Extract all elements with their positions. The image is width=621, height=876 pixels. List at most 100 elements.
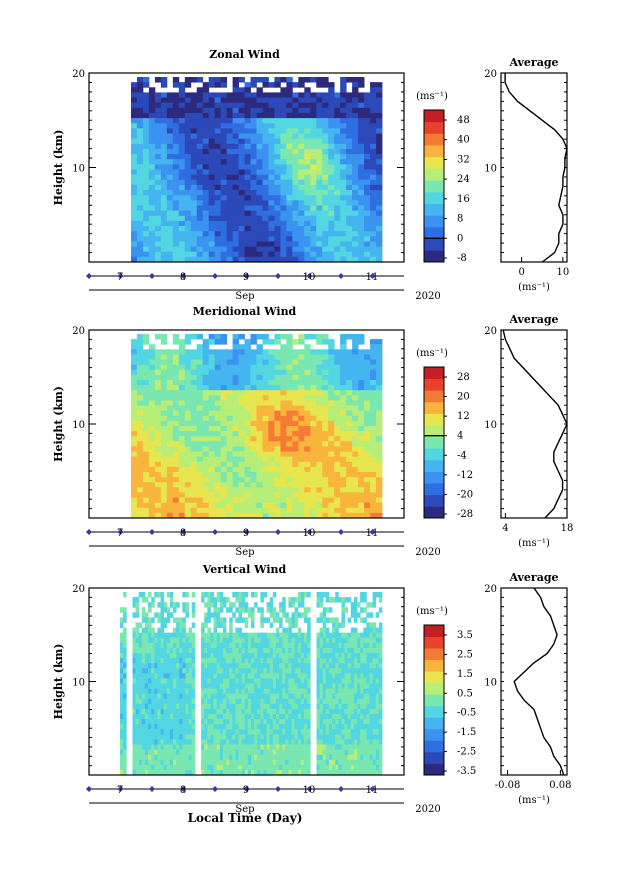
heatmap-cell	[275, 754, 280, 761]
heatmap-cell	[352, 420, 359, 427]
heatmap-cell	[334, 190, 341, 196]
heatmap-cell	[346, 236, 353, 242]
heatmap-cell	[142, 461, 150, 468]
heatmap-cell	[322, 441, 329, 447]
heatmap-cell	[220, 164, 228, 170]
heatmap-cell	[226, 436, 233, 442]
heatmap-cell	[340, 502, 347, 509]
heatmap-cell	[210, 602, 214, 608]
heatmap-cell	[220, 451, 228, 458]
heatmap-cell	[358, 102, 365, 109]
heatmap-cell	[160, 512, 168, 519]
heatmap-cell	[214, 410, 222, 417]
time-marker	[149, 529, 155, 535]
heatmap-cell	[208, 507, 216, 514]
heatmap-cell	[334, 359, 341, 366]
heatmap-cell	[166, 632, 171, 639]
heatmap-cell	[166, 405, 174, 412]
heatmap-cell	[260, 612, 264, 618]
heatmap-cell	[304, 226, 311, 232]
heatmap-cell	[184, 374, 192, 381]
heatmap-cell	[160, 451, 168, 458]
heatmap-cell	[176, 703, 180, 710]
heatmap-cell	[208, 364, 216, 371]
heatmap-cell	[310, 369, 317, 376]
heatmap-cell	[262, 482, 269, 488]
heatmap-cell	[244, 461, 251, 468]
heatmap-cell	[352, 246, 359, 253]
heatmap-cell	[188, 663, 193, 669]
heatmap-cell	[310, 169, 317, 176]
heatmap-cell	[274, 215, 281, 222]
heatmap-cell	[123, 617, 127, 623]
heatmap-cell	[190, 210, 198, 217]
heatmap-cell	[131, 426, 138, 432]
heatmap-cell	[254, 637, 258, 644]
heatmap-cell	[226, 502, 233, 509]
heatmap-cell	[262, 359, 269, 366]
heatmap-cell	[176, 719, 180, 725]
heatmap-cell	[220, 200, 228, 206]
heatmap-cell	[316, 231, 323, 237]
heatmap-cell	[173, 714, 177, 720]
x-tick-label: 11	[366, 528, 379, 539]
heatmap-cell	[340, 451, 347, 458]
heatmap-cell	[210, 612, 214, 618]
heatmap-cell	[157, 749, 161, 756]
heatmap-cell	[364, 497, 371, 504]
heatmap-cell	[190, 472, 198, 478]
heatmap-cell	[232, 344, 239, 350]
heatmap-cell	[190, 492, 198, 498]
heatmap-cell	[244, 466, 251, 473]
heatmap-cell	[262, 123, 269, 129]
heatmap-cell	[238, 612, 243, 618]
heatmap-cell	[190, 138, 198, 145]
heatmap-cell	[142, 256, 150, 263]
heatmap-cells	[131, 334, 383, 519]
heatmap-cell	[266, 663, 271, 669]
heatmap-cell	[214, 123, 222, 129]
heatmap-cell	[163, 673, 168, 679]
heatmap-cell	[166, 390, 174, 396]
heatmap-cell	[280, 420, 287, 427]
heatmap-cell	[191, 647, 196, 654]
heatmap-cell	[286, 231, 293, 237]
heatmap-cell	[322, 466, 329, 473]
heatmap-cell	[250, 92, 257, 98]
heatmap-cell	[275, 642, 280, 649]
year-label: 2020	[415, 291, 440, 302]
heatmap-cell	[178, 102, 186, 109]
heatmap-cell	[310, 492, 317, 498]
heatmap-cell	[269, 759, 274, 766]
heatmap-cell	[226, 369, 233, 376]
heatmap-cell	[316, 138, 323, 145]
heatmap-cell	[262, 226, 269, 232]
heatmap-cell	[172, 97, 180, 104]
heatmap-cell	[190, 364, 198, 371]
heatmap-cell	[328, 472, 335, 478]
heatmap-cell	[238, 220, 245, 227]
heatmap-cell	[280, 97, 287, 104]
heatmap-cell	[182, 759, 186, 766]
heatmap-cell	[210, 759, 214, 766]
heatmap-cell	[226, 653, 230, 659]
heatmap-cell	[280, 138, 287, 145]
heatmap-cell	[184, 369, 192, 376]
heatmap-cell	[364, 456, 371, 463]
heatmap-cell	[238, 102, 245, 109]
heatmap-cell	[214, 415, 222, 422]
heatmap-cell	[226, 637, 230, 644]
heatmap-cell	[262, 420, 269, 427]
heatmap-cell	[188, 653, 193, 659]
heatmap-cell	[176, 622, 180, 628]
heatmap-cell	[226, 764, 230, 771]
heatmap-cell	[286, 410, 293, 417]
heatmap-cell	[294, 739, 299, 745]
heatmap-cell	[364, 441, 371, 447]
heatmap-cell	[154, 612, 158, 618]
heatmap-cell	[256, 220, 263, 227]
heatmap-cell	[238, 678, 243, 684]
heatmap-cell	[131, 472, 138, 478]
heatmap-cell	[184, 97, 192, 104]
heatmap-cell	[304, 354, 311, 360]
